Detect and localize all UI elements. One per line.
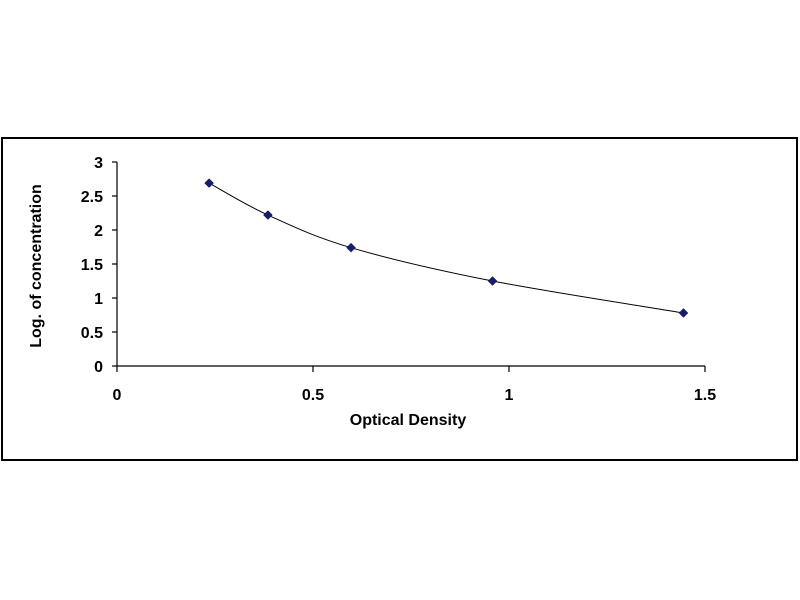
labels-layer: 0 0.5 1 1.5 2 2.5 3 0 0.5 1 1.5 (81, 155, 716, 404)
data-point (678, 308, 689, 318)
y-axis-title: Log. of concentration (28, 184, 45, 348)
curve-layer (208, 182, 684, 314)
chart-frame (1, 137, 798, 461)
data-point (346, 242, 356, 253)
x-axis-title: Optical Density (350, 412, 467, 429)
y-tick-label: 2.5 (81, 189, 103, 206)
x-tick-label: 1 (505, 387, 514, 404)
data-point (487, 276, 498, 286)
y-tick-label: 0 (94, 359, 103, 376)
data-point (263, 210, 273, 220)
y-tick-label: 3 (94, 155, 103, 172)
fit-curve (208, 182, 684, 314)
x-tick-label: 0.5 (302, 387, 324, 404)
data-point (204, 178, 214, 188)
x-tick-label: 0 (113, 387, 122, 404)
y-tick-label: 0.5 (81, 325, 103, 342)
y-tick-label: 2 (94, 223, 103, 240)
y-tick-label: 1 (94, 291, 103, 308)
y-tick-label: 1.5 (81, 257, 103, 274)
axes (112, 161, 706, 372)
x-tick-label: 1.5 (694, 387, 716, 404)
points-layer (204, 178, 689, 318)
